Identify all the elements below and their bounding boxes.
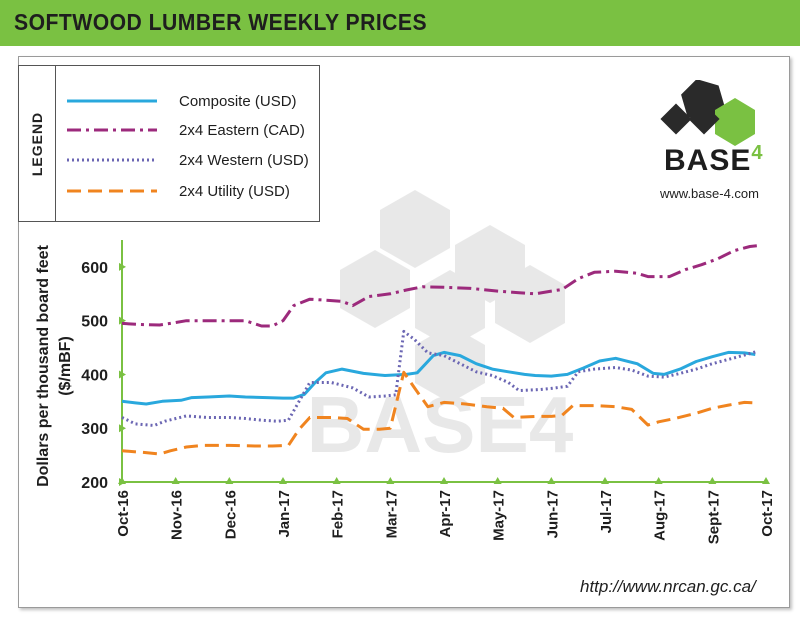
y-tick-label: 600 bbox=[81, 260, 108, 277]
x-tick-label: Jun-17 bbox=[544, 490, 561, 538]
y-axis-label-line: Dollars per thousand board feet bbox=[35, 244, 52, 486]
x-tick-mark bbox=[708, 477, 717, 484]
chart-series bbox=[121, 243, 761, 456]
y-tick-mark bbox=[119, 424, 126, 433]
series-line-2x4-utility-usd bbox=[121, 370, 756, 456]
base4-logo bbox=[660, 80, 755, 146]
legend-swatch-western bbox=[67, 158, 157, 162]
y-tick-label: 300 bbox=[81, 421, 108, 438]
x-tick-label: Mar-17 bbox=[383, 490, 400, 538]
legend: LEGEND Composite (USD) 2x4 Eastern (CAD)… bbox=[18, 65, 320, 222]
legend-tab: LEGEND bbox=[19, 66, 56, 221]
x-tick-label: Nov-16 bbox=[169, 490, 186, 540]
title-bar: SOFTWOOD LUMBER WEEKLY PRICES bbox=[0, 0, 800, 46]
legend-item-composite: Composite (USD) bbox=[67, 92, 312, 112]
brand-name: BASE4 bbox=[664, 142, 764, 177]
legend-label: 2x4 Western (USD) bbox=[179, 152, 309, 169]
y-tick-mark bbox=[119, 370, 126, 379]
x-tick-mark bbox=[762, 477, 770, 484]
source-link[interactable]: http://www.nrcan.gc.ca/ bbox=[580, 577, 756, 596]
x-tick-label: Apr-17 bbox=[437, 490, 454, 538]
y-axis-label: Dollars per thousand board feet ($/mBF) bbox=[35, 244, 74, 486]
legend-label: 2x4 Eastern (CAD) bbox=[179, 122, 305, 139]
x-tick-label: Feb-17 bbox=[330, 490, 347, 538]
chart-axes: 200 300 400 500 600 Oct-16 Nov-16 Dec-16 Jan-17 F… bbox=[81, 240, 776, 544]
x-tick-mark bbox=[601, 477, 609, 484]
x-tick-mark bbox=[225, 477, 234, 484]
y-tick-mark bbox=[119, 262, 126, 271]
brand-superscript: 4 bbox=[751, 142, 764, 164]
series-line-2x4-western-usd bbox=[121, 329, 756, 427]
x-tick-label: Jan-17 bbox=[276, 490, 293, 538]
x-tick-mark bbox=[332, 477, 341, 484]
legend-heading: LEGEND bbox=[29, 111, 45, 177]
y-tick-label: 400 bbox=[81, 367, 108, 384]
legend-item-utility: 2x4 Utility (USD) bbox=[67, 182, 312, 202]
y-axis-label-line: ($/mBF) bbox=[57, 336, 74, 396]
legend-swatch-utility bbox=[67, 189, 157, 193]
page-title: SOFTWOOD LUMBER WEEKLY PRICES bbox=[14, 9, 428, 35]
x-tick-label: Jul-17 bbox=[598, 490, 615, 533]
legend-item-eastern: 2x4 Eastern (CAD) bbox=[67, 121, 312, 141]
x-tick-label: Dec-16 bbox=[222, 490, 239, 539]
x-tick-label: Aug-17 bbox=[652, 490, 669, 541]
legend-swatch-composite bbox=[67, 99, 157, 103]
x-tick-mark bbox=[171, 477, 180, 484]
x-tick-mark bbox=[279, 477, 287, 484]
legend-label: Composite (USD) bbox=[179, 93, 297, 110]
watermark-logo: BASE4 bbox=[307, 190, 574, 460]
y-tick-label: 500 bbox=[81, 314, 108, 331]
x-tick-mark bbox=[118, 477, 126, 484]
x-tick-mark bbox=[547, 477, 556, 484]
series-line-2x4-eastern-cad bbox=[121, 243, 761, 328]
y-tick-label: 200 bbox=[81, 475, 108, 492]
x-tick-mark bbox=[386, 477, 395, 484]
legend-label: 2x4 Utility (USD) bbox=[179, 183, 290, 200]
x-tick-label: May-17 bbox=[491, 490, 508, 541]
x-tick-mark bbox=[440, 477, 448, 484]
legend-item-western: 2x4 Western (USD) bbox=[67, 151, 312, 171]
x-tick-label: Oct-16 bbox=[115, 490, 132, 537]
x-tick-mark bbox=[654, 477, 663, 484]
y-tick-mark bbox=[119, 316, 126, 325]
x-tick-mark bbox=[493, 477, 502, 484]
legend-swatch-eastern bbox=[67, 128, 157, 132]
x-tick-label: Oct-17 bbox=[759, 490, 776, 537]
brand-url[interactable]: www.base-4.com bbox=[660, 186, 759, 201]
x-tick-label: Sept-17 bbox=[705, 490, 722, 544]
series-line-composite-usd bbox=[121, 350, 756, 406]
